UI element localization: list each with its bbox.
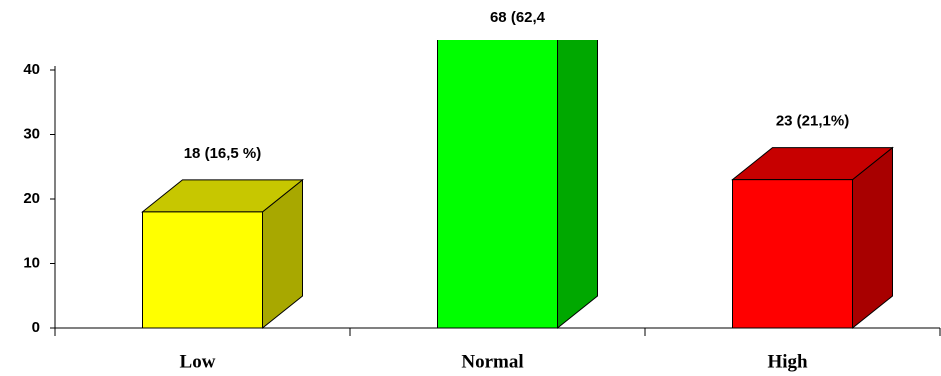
y-tick-label: 30 [23,125,40,142]
bar [731,146,894,330]
y-tick-label: 0 [32,319,40,336]
data-label: 68 (62,4 [490,9,546,26]
bar [437,40,598,330]
y-tick-label: 40 [23,61,40,78]
x-tick-label: Low [180,351,216,372]
y-tick-label: 20 [23,190,40,207]
x-tick-label: High [767,351,808,372]
bar [141,178,304,330]
y-tick-label: 10 [23,254,40,271]
bar-front [732,179,853,329]
bar-front [142,211,263,329]
bar-front [437,40,558,329]
x-tick-label: Normal [461,351,523,372]
data-label: 18 (16,5 %) [184,145,262,162]
plot-area [141,40,894,330]
bar-side [557,40,598,330]
data-label: 23 (21,1%) [776,113,849,130]
